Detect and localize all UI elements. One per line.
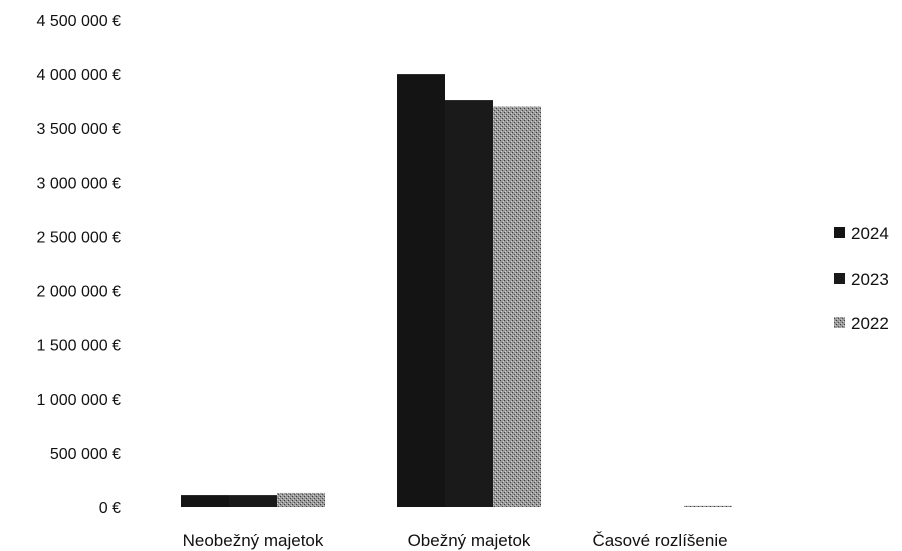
y-tick-label: 3 000 000 € (36, 175, 121, 192)
bar-2024-1 (397, 74, 445, 507)
x-category-label: Časové rozlíšenie (592, 531, 727, 550)
y-tick-label: 4 500 000 € (36, 13, 121, 30)
x-category-label: Obežný majetok (408, 531, 531, 550)
legend-item-2022: 2022 (834, 314, 889, 333)
y-tick-label: 0 € (99, 500, 121, 517)
y-tick-label: 3 500 000 € (36, 121, 121, 138)
bar-2022-2 (684, 505, 732, 507)
bar-2022-0 (277, 492, 325, 507)
x-axis: Neobežný majetok Obežný majetok Časové roz… (183, 531, 728, 550)
bars (181, 74, 732, 508)
y-tick-label: 1 000 000 € (36, 392, 121, 409)
bar-2024-0 (181, 495, 229, 507)
bar-2022-1 (493, 106, 541, 508)
bar-2023-1 (445, 100, 493, 507)
legend-label: 2024 (851, 224, 889, 243)
y-tick-label: 1 500 000 € (36, 338, 121, 355)
legend-item-2024: 2024 (834, 224, 889, 243)
legend-item-2023: 2023 (834, 270, 889, 289)
y-axis: 0 € 500 000 € 1 000 000 € 1 500 000 € 2 000 … (36, 13, 121, 517)
legend-label: 2022 (851, 314, 889, 333)
legend-swatch (834, 317, 845, 328)
legend: 2024 2023 2022 (834, 224, 889, 333)
bar-2023-0 (229, 495, 277, 507)
y-tick-label: 4 000 000 € (36, 67, 121, 84)
x-category-label: Neobežný majetok (183, 531, 324, 550)
y-tick-label: 2 000 000 € (36, 284, 121, 301)
legend-swatch (834, 227, 845, 238)
legend-swatch (834, 273, 845, 284)
y-tick-label: 2 500 000 € (36, 229, 121, 246)
legend-label: 2023 (851, 270, 889, 289)
y-tick-label: 500 000 € (50, 446, 121, 463)
